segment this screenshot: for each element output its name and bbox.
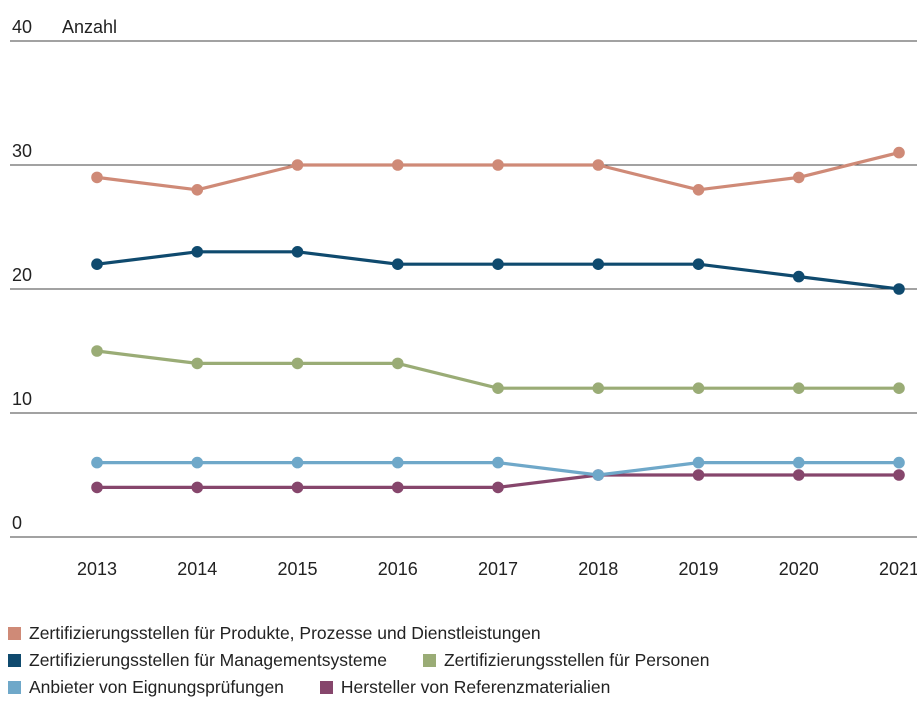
x-tick-label: 2015 [277, 559, 317, 579]
data-point [792, 382, 805, 395]
series-5 [91, 469, 905, 494]
data-point [391, 357, 404, 370]
data-point [291, 481, 304, 494]
series-3 [91, 345, 905, 395]
legend-row: Zertifizierungsstellen für Managementsys… [8, 647, 908, 674]
data-point [91, 481, 103, 494]
data-point [291, 357, 304, 370]
data-point [492, 382, 504, 395]
data-point [492, 159, 504, 171]
data-point [91, 345, 103, 357]
data-point [893, 382, 905, 395]
x-tick-label: 2020 [779, 559, 819, 579]
y-tick-label: 0 [12, 513, 22, 533]
x-tick-label: 2016 [378, 559, 418, 579]
series-lines [91, 146, 905, 494]
series-line [96, 151, 900, 192]
legend-item: Hersteller von Referenzmaterialien [319, 674, 611, 701]
series-1 [91, 146, 905, 196]
y-axis-ticks: 0 10 20 30 40 [12, 17, 32, 533]
data-point [592, 258, 605, 271]
data-point [792, 456, 805, 469]
legend-row: Anbieter von Eignungsprüfungen Hersteller… [8, 674, 908, 701]
data-point [692, 456, 705, 469]
data-point [692, 382, 705, 395]
data-point [191, 456, 204, 469]
series-2 [91, 246, 905, 295]
data-point [291, 246, 304, 258]
legend-label: Zertifizierungsstellen für Personen [443, 650, 710, 670]
y-axis-unit-label: Anzahl [62, 17, 117, 37]
legend-swatch [8, 627, 21, 640]
legend-label: Hersteller von Referenzmaterialien [340, 677, 611, 697]
chart-legend: Zertifizierungsstellen für Produkte, Pro… [8, 620, 908, 701]
data-point [191, 357, 204, 370]
data-point [291, 159, 304, 171]
legend-swatch [422, 654, 436, 667]
x-tick-label: 2014 [177, 559, 217, 579]
data-point [391, 456, 404, 469]
legend-item: Zertifizierungsstellen für Personen [422, 647, 710, 674]
data-point [592, 382, 605, 395]
data-point [91, 456, 103, 469]
legend-item: Anbieter von Eignungsprüfungen [8, 674, 284, 701]
data-point [391, 159, 404, 171]
data-point [893, 469, 905, 481]
legend-label: Zertifizierungsstellen für Managementsys… [29, 650, 387, 670]
x-tick-label: 2021 [879, 559, 917, 579]
y-tick-label: 30 [12, 141, 32, 161]
x-tick-label: 2013 [77, 559, 117, 579]
y-tick-label: 40 [12, 17, 32, 37]
y-tick-label: 20 [12, 265, 32, 285]
gridlines [10, 40, 917, 538]
data-point [492, 258, 504, 271]
legend-label: Zertifizierungsstellen für Produkte, Pro… [29, 623, 541, 643]
data-point [592, 159, 605, 171]
legend-row: Zertifizierungsstellen für Produkte, Pro… [8, 620, 908, 647]
data-point [893, 283, 905, 295]
data-point [492, 456, 504, 469]
data-point [191, 184, 204, 196]
x-tick-label: 2017 [478, 559, 518, 579]
data-point [191, 481, 204, 494]
data-point [391, 258, 404, 271]
data-point [91, 171, 103, 184]
data-point [893, 146, 905, 159]
y-tick-label: 10 [12, 389, 32, 409]
legend-item: Zertifizierungsstellen für Managementsys… [8, 647, 387, 674]
x-tick-label: 2018 [578, 559, 618, 579]
series-line [96, 250, 900, 291]
data-point [692, 258, 705, 271]
series-4 [91, 456, 905, 481]
data-point [592, 469, 605, 481]
data-point [692, 469, 705, 481]
legend-swatch [8, 654, 21, 667]
data-point [792, 270, 805, 283]
data-point [191, 246, 204, 258]
legend-label: Anbieter von Eignungsprüfungen [29, 677, 284, 697]
data-point [492, 481, 504, 494]
legend-swatch [319, 681, 333, 694]
data-point [792, 171, 805, 184]
legend-item: Zertifizierungsstellen für Produkte, Pro… [8, 620, 541, 647]
data-point [291, 456, 304, 469]
data-point [391, 481, 404, 494]
data-point [692, 184, 705, 196]
legend-swatch [8, 681, 21, 694]
data-point [893, 456, 905, 469]
data-point [792, 469, 805, 481]
x-tick-label: 2019 [678, 559, 718, 579]
data-point [91, 258, 103, 271]
x-axis-ticks: 2013 2014 2015 2016 2017 2018 2019 2020 2021 [77, 559, 917, 579]
